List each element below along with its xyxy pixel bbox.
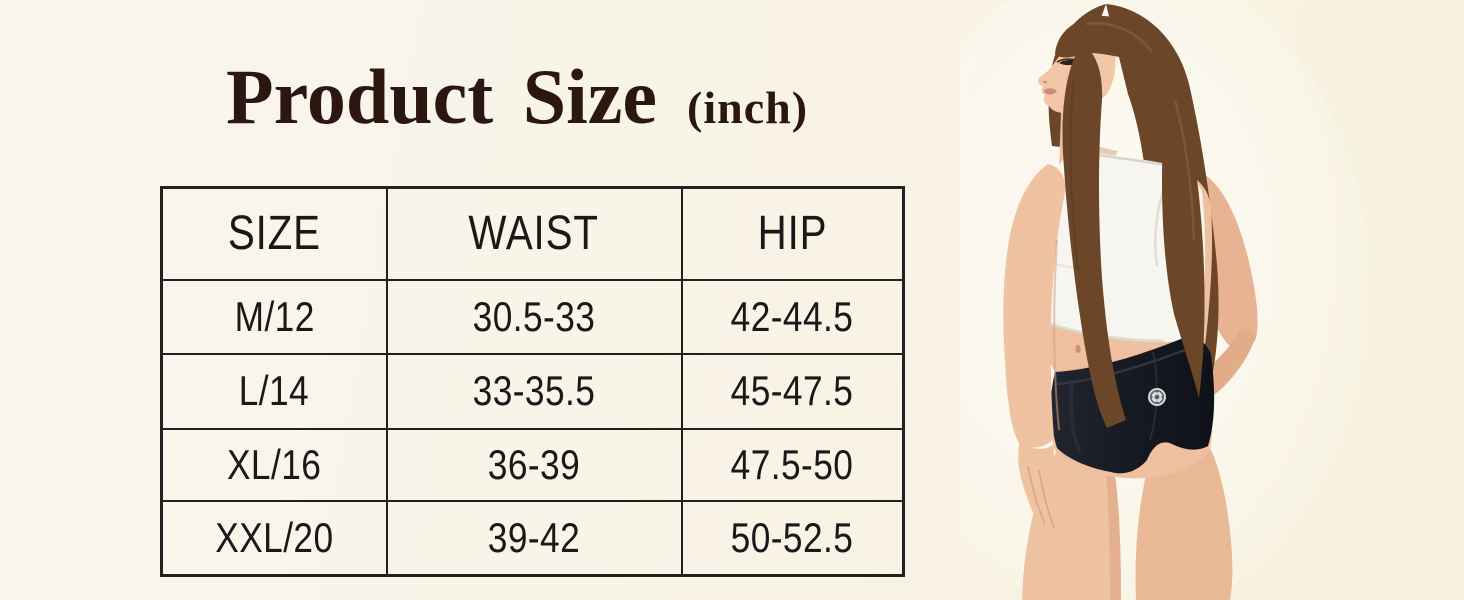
hip-cell: 45-47.5: [680, 352, 905, 430]
brand-logo-icon: [1148, 388, 1166, 406]
size-table-header-row: SIZE WAIST HIP: [160, 186, 905, 281]
waist-cell: 30.5-33: [385, 278, 683, 355]
model-photo: [960, 0, 1370, 600]
hip-cell: 42-44.5: [680, 278, 905, 355]
model-hair-front: [1055, 16, 1205, 428]
table-row: XL/16 36-39 47.5-50: [160, 427, 905, 502]
hip-cell: 50-52.5: [680, 499, 905, 577]
table-row: XXL/20 39-42 50-52.5: [160, 499, 905, 577]
model-back-leg: [1135, 443, 1233, 600]
title-unit: (inch): [687, 82, 809, 133]
size-cell: L/14: [160, 352, 388, 430]
size-cell: M/12: [160, 278, 388, 355]
model-hand: [1018, 440, 1066, 544]
column-header-size: SIZE: [160, 186, 388, 281]
column-header-waist: WAIST: [385, 186, 683, 281]
column-header-hip: HIP: [680, 186, 905, 281]
size-cell: XXL/20: [160, 499, 388, 577]
hip-cell: 47.5-50: [680, 427, 905, 502]
page-title-text: Product Size: [226, 53, 658, 140]
size-table: SIZE WAIST HIP M/12 30.5-33 42-44.5 L/14…: [160, 186, 905, 577]
model-near-arm: [1003, 164, 1066, 544]
page-title: Product Size (inch): [226, 58, 808, 136]
size-cell: XL/16: [160, 427, 388, 502]
waist-cell: 39-42: [385, 499, 683, 577]
waist-cell: 36-39: [385, 427, 683, 502]
table-row: L/14 33-35.5 45-47.5: [160, 352, 905, 430]
lips: [1044, 88, 1057, 95]
waist-cell: 33-35.5: [385, 352, 683, 430]
nostril: [1043, 80, 1047, 84]
table-row: M/12 30.5-33 42-44.5: [160, 278, 905, 355]
